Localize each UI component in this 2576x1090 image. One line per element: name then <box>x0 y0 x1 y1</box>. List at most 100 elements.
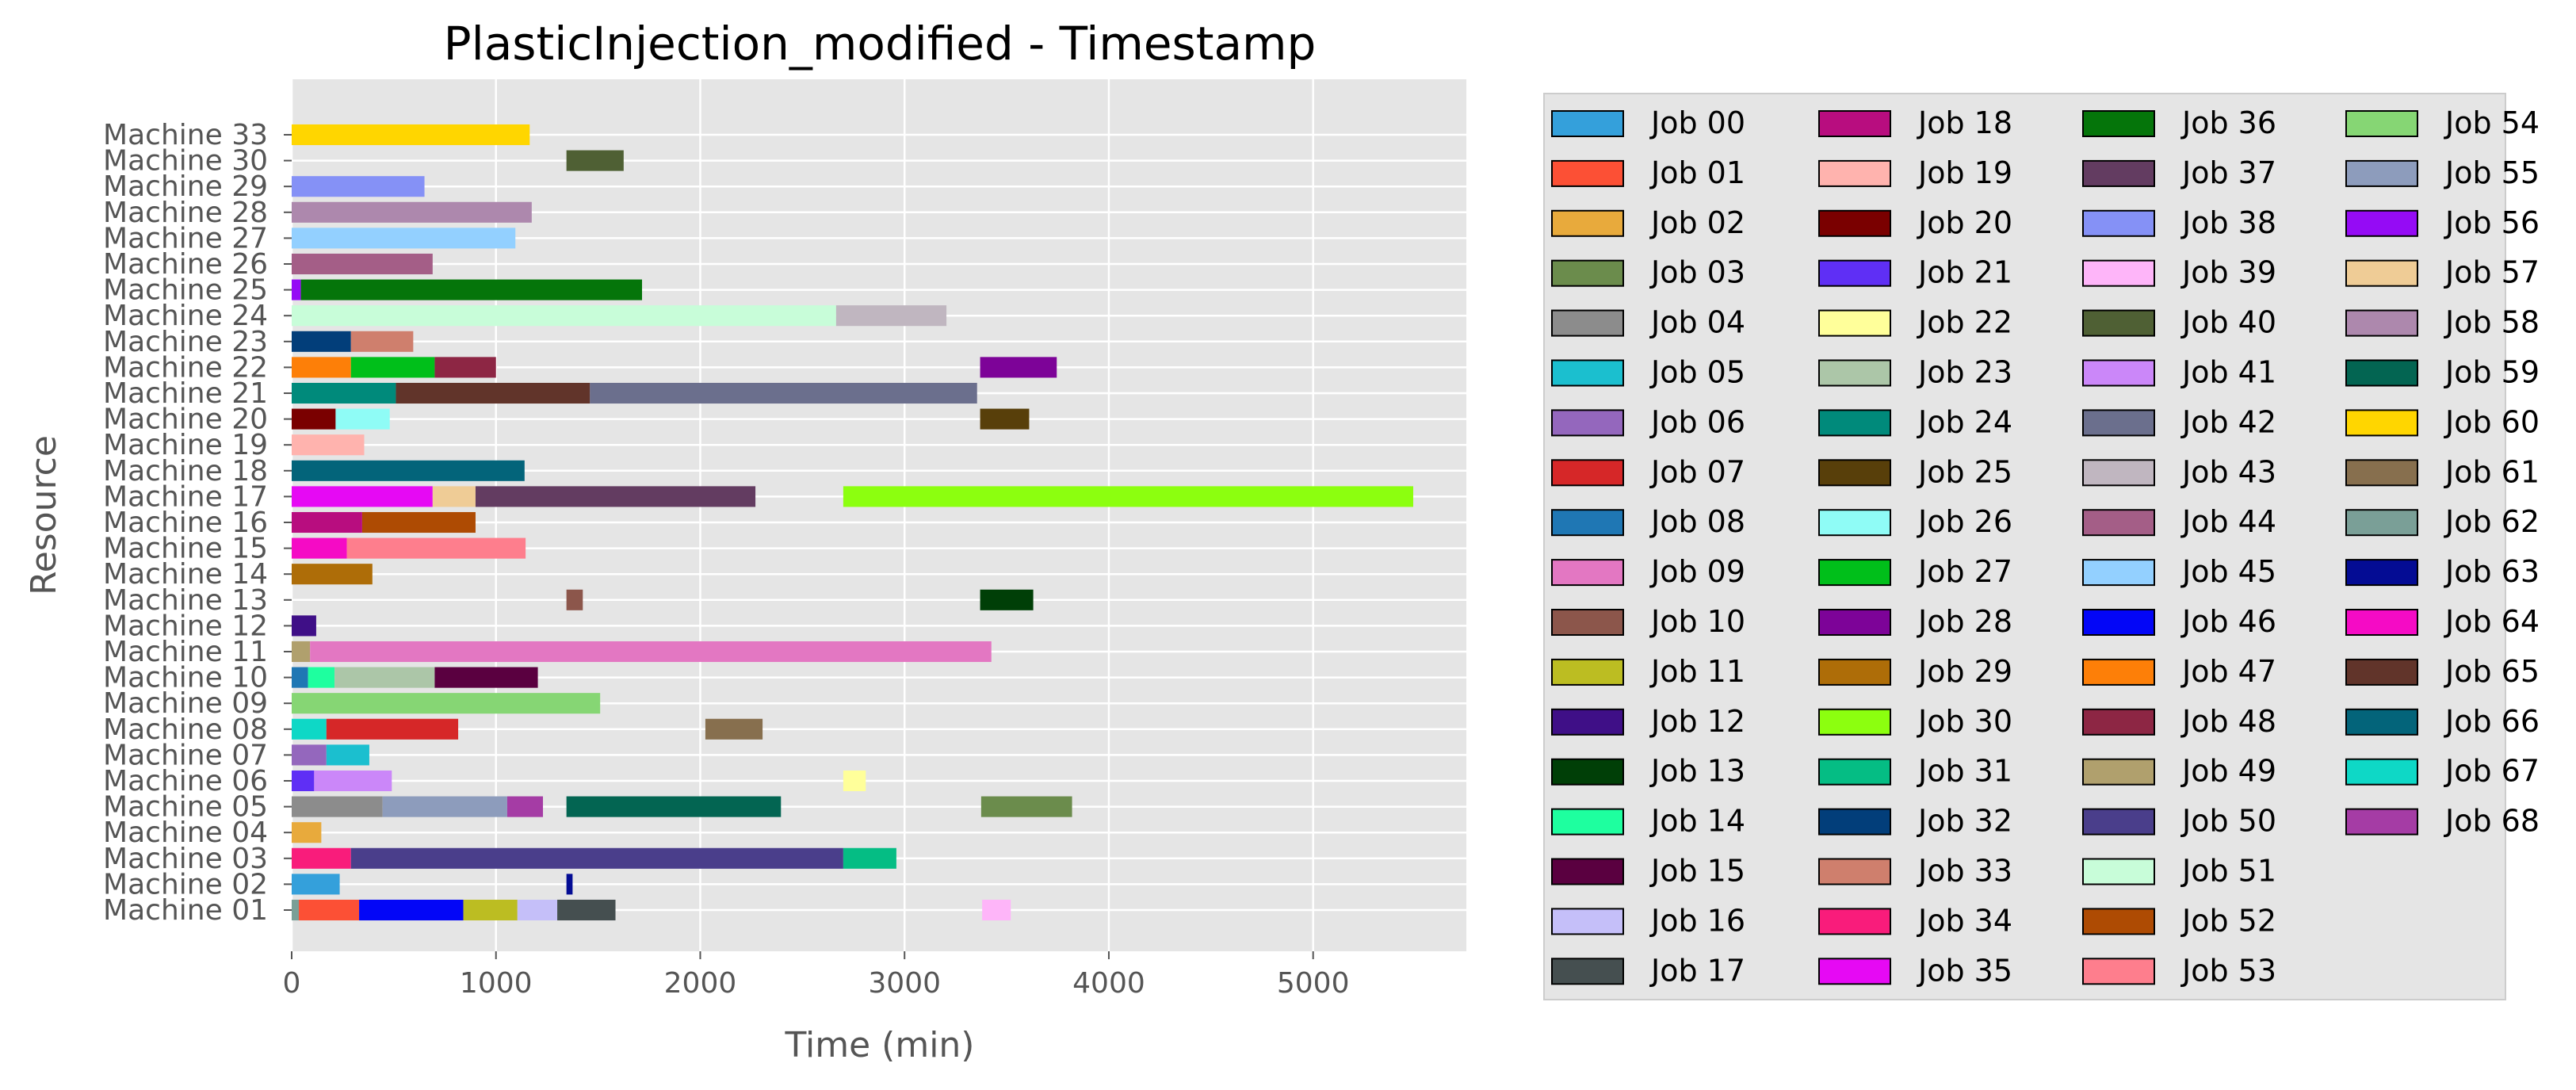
legend-item: Job 45 <box>2082 554 2276 589</box>
legend-swatch <box>2345 708 2418 736</box>
legend-label: Job 41 <box>2180 355 2276 390</box>
task-bar <box>432 486 476 507</box>
y-tick-label: Machine 18 <box>103 455 268 488</box>
legend-swatch <box>2082 908 2155 935</box>
task-bar <box>292 486 433 507</box>
legend-item: Job 20 <box>1818 205 2012 240</box>
legend-item: Job 11 <box>1551 654 1745 689</box>
task-bar <box>292 564 373 585</box>
legend-item: Job 41 <box>2082 355 2276 390</box>
legend-swatch <box>1551 159 1624 187</box>
x-tick-label: 3000 <box>868 967 941 1000</box>
y-tick-label: Machine 28 <box>103 197 268 229</box>
legend-item: Job 21 <box>1818 255 2012 290</box>
legend-label: Job 55 <box>2444 155 2540 190</box>
legend-swatch <box>1551 209 1624 237</box>
y-tick-label: Machine 05 <box>103 791 268 824</box>
legend-item: Job 55 <box>2345 155 2540 190</box>
legend-item: Job 47 <box>2082 654 2276 689</box>
legend-item: Job 30 <box>1818 704 2012 739</box>
legend-label: Job 53 <box>2180 953 2276 988</box>
legend-swatch <box>1818 758 1891 786</box>
legend-swatch <box>1818 209 1891 237</box>
legend-swatch <box>1551 958 1624 985</box>
legend-label: Job 68 <box>2444 804 2540 839</box>
legend-label: Job 12 <box>1649 704 1745 739</box>
y-tick-label: Machine 33 <box>103 119 268 151</box>
y-tick-label: Machine 04 <box>103 817 268 849</box>
task-bar <box>475 486 756 507</box>
legend-label: Job 20 <box>1917 205 2012 240</box>
legend-swatch <box>1818 609 1891 636</box>
y-tick-label: Machine 24 <box>103 300 268 332</box>
legend-label: Job 62 <box>2444 504 2540 539</box>
task-bar <box>292 641 311 663</box>
legend-swatch <box>1818 858 1891 885</box>
task-bar <box>292 899 300 921</box>
legend-swatch <box>2345 159 2418 187</box>
task-bar <box>292 124 530 146</box>
legend-item: Job 10 <box>1551 604 1745 639</box>
y-tick-label: Machine 27 <box>103 222 268 254</box>
legend-swatch <box>1551 359 1624 387</box>
legend-label: Job 38 <box>2180 205 2276 240</box>
legend-label: Job 01 <box>1649 155 1745 190</box>
legend-swatch <box>1818 259 1891 287</box>
task-bar <box>382 796 507 817</box>
legend-label: Job 43 <box>2180 454 2276 489</box>
legend-label: Job 10 <box>1649 604 1745 639</box>
x-tick-label: 2000 <box>664 967 737 1000</box>
legend-item: Job 24 <box>1818 404 2012 439</box>
task-bar <box>308 667 335 688</box>
legend-label: Job 09 <box>1649 554 1745 589</box>
task-bar <box>292 847 351 869</box>
legend-label: Job 26 <box>1917 504 2012 539</box>
legend-label: Job 64 <box>2444 604 2540 639</box>
y-tick-label: Machine 11 <box>103 636 268 668</box>
legend-label: Job 28 <box>1917 604 2012 639</box>
task-bar <box>292 796 383 817</box>
legend-item: Job 27 <box>1818 554 2012 589</box>
legend-item: Job 59 <box>2345 355 2540 390</box>
legend-label: Job 48 <box>2180 704 2276 739</box>
legend-swatch <box>2082 459 2155 487</box>
y-tick-label: Machine 26 <box>103 248 268 281</box>
legend-item: Job 53 <box>2082 953 2276 988</box>
legend-label: Job 21 <box>1917 255 2012 290</box>
y-tick-label: Machine 23 <box>103 326 268 358</box>
legend-item: Job 42 <box>2082 404 2276 439</box>
task-bar <box>566 150 624 171</box>
legend-label: Job 27 <box>1917 554 2012 589</box>
legend-label: Job 29 <box>1917 654 2012 689</box>
legend-swatch <box>1818 110 1891 137</box>
y-tick-label: Machine 16 <box>103 507 268 539</box>
legend-item: Job 26 <box>1818 504 2012 539</box>
task-bar <box>292 434 365 456</box>
legend-swatch <box>2082 708 2155 736</box>
y-tick-label: Machine 10 <box>103 662 268 694</box>
legend-item: Job 34 <box>1818 903 2012 938</box>
legend-swatch <box>2082 658 2155 686</box>
legend-item: Job 02 <box>1551 205 1745 240</box>
legend-item: Job 66 <box>2345 704 2540 739</box>
legend-item: Job 01 <box>1551 155 1745 190</box>
chart-title: PlasticInjection_modified - Timestamp <box>444 17 1317 71</box>
y-tick-label: Machine 14 <box>103 558 268 591</box>
legend-label: Job 32 <box>1917 804 2012 839</box>
task-bar <box>566 589 583 610</box>
legend-label: Job 16 <box>1649 903 1745 938</box>
legend-label: Job 63 <box>2444 554 2540 589</box>
legend-item: Job 62 <box>2345 504 2540 539</box>
legend-swatch <box>1551 708 1624 736</box>
y-tick-label: Machine 13 <box>103 584 268 617</box>
legend-swatch <box>1551 758 1624 786</box>
task-bar <box>292 408 336 430</box>
legend-label: Job 15 <box>1649 854 1745 889</box>
legend-item: Job 37 <box>2082 155 2276 190</box>
legend-label: Job 47 <box>2180 654 2276 689</box>
task-bar <box>590 382 977 404</box>
task-bar <box>335 408 390 430</box>
legend-item: Job 63 <box>2345 554 2540 589</box>
